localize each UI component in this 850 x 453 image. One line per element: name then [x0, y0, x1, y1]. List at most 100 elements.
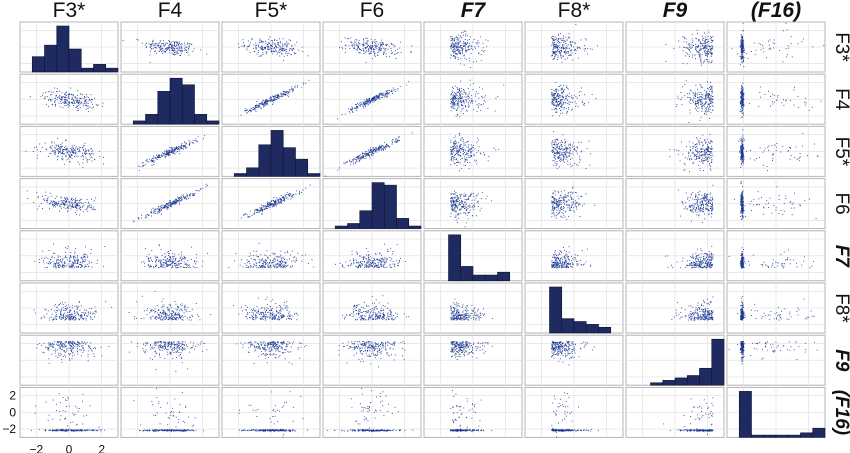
scatter-point: [709, 143, 711, 145]
scatter-point: [764, 147, 766, 149]
scatter-point: [280, 96, 282, 98]
scatter-point: [90, 204, 92, 206]
scatter-point: [557, 153, 558, 155]
scatter-point: [709, 168, 711, 170]
scatter-point: [180, 44, 181, 46]
scatter-point: [560, 88, 562, 90]
scatter-point: [700, 62, 702, 64]
scatter-point: [557, 55, 559, 57]
scatter-point: [358, 46, 360, 47]
scatter-point: [473, 145, 474, 146]
scatter-point: [86, 158, 88, 160]
scatter-point: [686, 63, 688, 65]
scatter-point: [353, 107, 355, 109]
scatter-point: [740, 146, 742, 148]
scatter-point: [710, 46, 711, 48]
scatter-point: [84, 153, 86, 155]
scatter-point: [350, 108, 352, 110]
scatter-point: [498, 149, 500, 150]
scatter-point: [460, 151, 461, 153]
histogram-bar: [80, 67, 94, 73]
scatter-point: [276, 97, 277, 98]
scatter-point: [367, 48, 369, 50]
scatter-point: [785, 48, 787, 50]
scatter-point: [375, 99, 377, 101]
scatter-point: [375, 96, 377, 98]
scatter-point: [64, 100, 66, 102]
scatter-point: [747, 57, 749, 59]
scatter-point: [355, 106, 357, 108]
scatter-point: [551, 146, 553, 148]
scatter-point: [560, 100, 562, 102]
scatter-point: [282, 38, 284, 40]
scatter-point: [280, 92, 282, 94]
scatter-point: [176, 147, 177, 149]
scatter-point: [706, 47, 707, 49]
scatter-point: [268, 42, 270, 44]
scatter-point: [555, 145, 557, 147]
scatter-point: [709, 100, 711, 102]
scatter-point: [464, 149, 466, 151]
scatter-point: [200, 49, 202, 51]
scatter-point: [682, 86, 683, 88]
scatter-point: [562, 102, 564, 104]
scatter-point: [369, 102, 371, 104]
scatter-point: [159, 47, 161, 49]
scatter-point: [455, 46, 457, 48]
scatter-point: [681, 97, 683, 99]
scatter-point: [741, 98, 743, 99]
scatter-point: [556, 163, 558, 165]
scatter-point: [770, 105, 771, 107]
scatter-point: [251, 37, 253, 39]
scatter-point: [76, 99, 78, 101]
scatter-point: [162, 152, 164, 154]
scatter-point: [564, 142, 566, 144]
scatter-point: [741, 142, 743, 144]
scatter-point: [453, 103, 455, 104]
scatter-point: [741, 139, 743, 140]
scatter-point: [72, 95, 74, 97]
scatter-point: [177, 147, 179, 149]
scatter-point: [782, 30, 784, 32]
scatter-point: [73, 148, 75, 150]
scatter-point: [473, 61, 475, 63]
scatter-point: [687, 155, 689, 157]
scatter-point: [560, 145, 562, 147]
scatter-point: [578, 91, 580, 93]
scatter-point: [368, 101, 370, 102]
scatter-point: [468, 151, 470, 153]
scatter-point: [367, 153, 368, 155]
scatter-point: [380, 146, 381, 148]
scatter-point: [453, 103, 455, 105]
scatter-point: [450, 106, 452, 108]
scatter-point: [354, 42, 356, 44]
scatter-point: [184, 146, 186, 148]
scatter-point: [372, 151, 374, 152]
scatter-point: [86, 96, 88, 98]
scatter-point: [697, 111, 699, 113]
scatter-point: [175, 147, 177, 149]
scatter-point: [458, 133, 460, 135]
scatter-point: [741, 158, 743, 159]
scatter-point: [90, 94, 92, 95]
scatter-point: [698, 44, 700, 46]
scatter-point: [65, 94, 67, 96]
scatter-point: [463, 45, 465, 47]
scatter-point: [773, 94, 775, 96]
scatter-point: [560, 50, 562, 52]
scatter-point: [271, 98, 273, 100]
scatter-point: [163, 153, 165, 155]
scatter-point: [742, 147, 744, 149]
scatter-point: [568, 93, 570, 94]
scatter-point: [781, 145, 783, 147]
scatter-point: [275, 95, 276, 97]
scatter-point: [177, 41, 179, 43]
scatter-point: [711, 104, 713, 106]
scatter-point: [87, 205, 89, 207]
scatter-point: [73, 152, 75, 154]
scatter-point: [705, 92, 707, 94]
scatter-point: [376, 149, 378, 151]
scatter-point: [711, 141, 713, 143]
scatter-point: [270, 96, 272, 98]
scatter-point: [562, 45, 564, 47]
